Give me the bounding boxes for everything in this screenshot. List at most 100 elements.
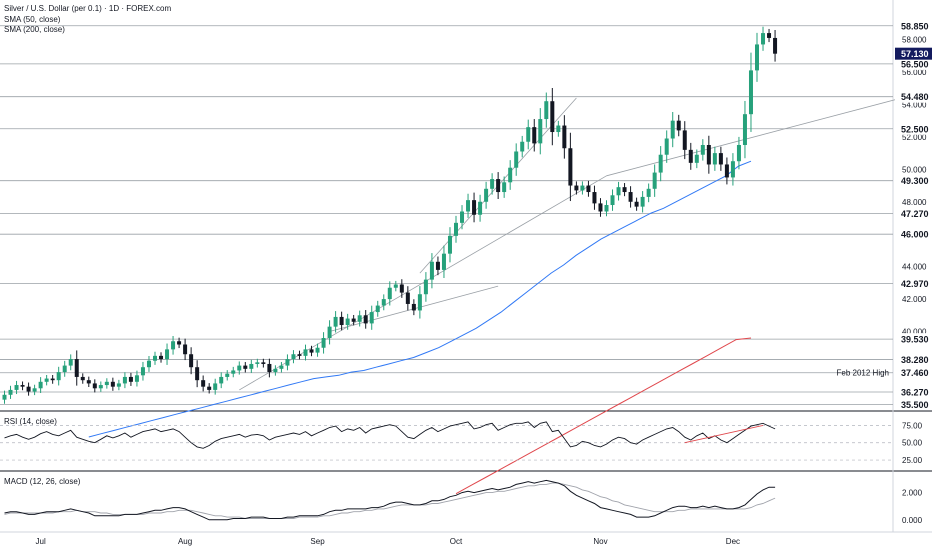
rsi-legend[interactable]: RSI (14, close)	[4, 417, 57, 426]
candle	[321, 332, 326, 354]
candle-body	[104, 381, 109, 386]
candle-body	[357, 315, 362, 322]
candle-body	[183, 344, 188, 355]
candle	[592, 185, 597, 210]
candle	[249, 359, 254, 373]
candle	[32, 384, 37, 396]
candle	[490, 173, 495, 195]
level-label-5: 47.270	[895, 207, 932, 220]
candle	[417, 286, 422, 319]
macd-legend[interactable]: MACD (12, 26, close)	[4, 477, 81, 486]
candle-body	[345, 318, 350, 326]
candle	[484, 181, 489, 209]
candle-body	[231, 370, 236, 374]
level-label-2: 54.480	[895, 90, 932, 103]
candle-body	[724, 164, 729, 178]
candle	[8, 385, 13, 399]
candle	[38, 377, 43, 393]
candle-body	[435, 261, 440, 270]
time-label-oct: Oct	[450, 537, 463, 546]
candle	[767, 28, 772, 43]
candle	[375, 300, 380, 317]
candle	[26, 382, 31, 396]
rsi-tick-1: 50.00	[902, 439, 923, 448]
candle	[381, 294, 386, 311]
price-tick-4: 50.000	[902, 165, 927, 174]
price-tick-6: 44.000	[902, 263, 927, 272]
candle	[610, 189, 615, 211]
level-label-11: 36.270	[895, 386, 932, 399]
candle-body	[478, 201, 483, 215]
candle-body	[333, 316, 338, 327]
candle-body	[273, 368, 278, 373]
price-tick-1: 56.000	[902, 68, 927, 77]
candle-body	[773, 37, 778, 54]
candle	[98, 381, 103, 392]
candle	[291, 350, 296, 364]
candle	[688, 142, 693, 170]
candle	[472, 192, 477, 223]
level-label-bg	[895, 90, 932, 103]
candle-body	[207, 386, 212, 390]
time-label-dec: Dec	[726, 537, 740, 546]
candle-body	[128, 376, 133, 382]
level-label-bg	[895, 122, 932, 135]
candle	[62, 360, 67, 377]
candle-body	[592, 192, 597, 204]
annotation-label-0: Feb 2012 High	[837, 369, 889, 378]
last-price-text: 57.130	[901, 49, 929, 59]
candle-body	[122, 376, 127, 384]
candle	[478, 194, 483, 222]
candle-body	[580, 185, 585, 191]
candle-body	[92, 383, 97, 389]
candle-body	[285, 359, 290, 366]
candle	[658, 146, 663, 182]
candle-body	[297, 354, 302, 356]
candle-body	[351, 318, 356, 322]
rsi-line	[4, 421, 776, 449]
candle	[773, 30, 778, 62]
candle	[80, 373, 85, 384]
candle	[736, 136, 741, 170]
macd-tick-1: 0.000	[902, 516, 923, 525]
candle-body	[309, 349, 314, 353]
level-label-text: 54.480	[901, 92, 929, 102]
candle	[357, 310, 362, 327]
candle	[122, 372, 127, 389]
candle-body	[393, 284, 398, 288]
sma200-legend[interactable]: SMA (200, close)	[4, 25, 65, 34]
candle	[2, 390, 7, 404]
candle-body	[315, 347, 320, 353]
candle	[598, 198, 603, 217]
candle-body	[195, 367, 200, 381]
candle	[604, 200, 609, 217]
candle-body	[490, 179, 495, 189]
symbol-title[interactable]: Silver / U.S. Dollar (per 0.1) · 1D · FO…	[4, 4, 172, 13]
level-label-text: 37.460	[901, 368, 929, 378]
candle	[297, 350, 302, 360]
candle	[423, 272, 428, 302]
candle	[676, 114, 681, 137]
candle-body	[544, 101, 549, 120]
candle-body	[159, 355, 164, 360]
level-label-bg	[895, 277, 932, 290]
candle-body	[532, 127, 537, 144]
candle-body	[267, 363, 272, 373]
candle	[243, 362, 248, 373]
level-label-text: 35.500	[901, 400, 929, 410]
candle	[309, 345, 314, 357]
candle	[712, 146, 717, 171]
candle	[550, 87, 555, 146]
candle	[128, 372, 133, 386]
candle-body	[658, 154, 663, 173]
candle-body	[50, 378, 55, 381]
sma50-legend[interactable]: SMA (50, close)	[4, 15, 61, 24]
candle	[761, 26, 766, 51]
level-label-text: 56.500	[901, 59, 929, 69]
candle	[411, 299, 416, 316]
trendline-major-ext	[606, 99, 896, 177]
candle	[183, 338, 188, 361]
candle-body	[586, 185, 591, 193]
candle	[562, 115, 567, 159]
